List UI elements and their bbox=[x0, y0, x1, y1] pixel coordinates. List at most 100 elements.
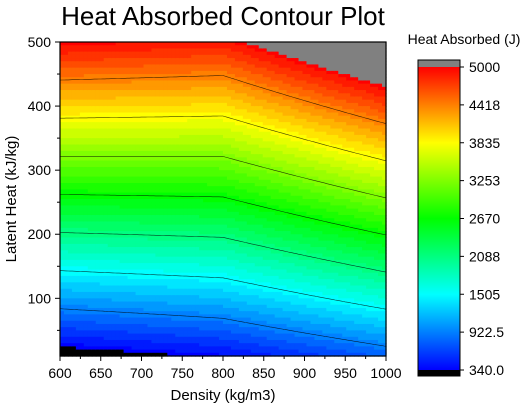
field-cell bbox=[211, 227, 216, 232]
field-cell bbox=[191, 272, 196, 277]
field-cell bbox=[79, 109, 85, 114]
field-cell bbox=[246, 227, 252, 232]
field-cell bbox=[95, 202, 101, 206]
field-cell bbox=[111, 51, 117, 56]
field-cell bbox=[147, 96, 153, 101]
field-cell bbox=[60, 211, 65, 216]
field-cell bbox=[155, 330, 160, 335]
field-cell bbox=[234, 67, 240, 72]
field-cell bbox=[139, 208, 145, 213]
field-cell bbox=[151, 54, 157, 59]
field-cell bbox=[167, 150, 172, 155]
field-cell bbox=[195, 163, 200, 168]
field-cell bbox=[155, 106, 160, 110]
field-cell bbox=[219, 170, 224, 174]
field-cell bbox=[254, 352, 260, 357]
field-cell bbox=[75, 295, 81, 299]
field-cell bbox=[75, 314, 81, 319]
field-cell bbox=[95, 320, 101, 325]
field-cell bbox=[246, 263, 252, 267]
field-cell bbox=[242, 234, 248, 239]
field-cell bbox=[123, 250, 129, 255]
field-cell bbox=[99, 138, 105, 142]
field-cell bbox=[119, 163, 125, 168]
field-cell bbox=[131, 323, 137, 328]
field-cell bbox=[159, 311, 164, 315]
field-cell bbox=[258, 61, 264, 66]
field-cell bbox=[199, 144, 204, 149]
field-cell bbox=[99, 218, 105, 223]
field-cell bbox=[127, 199, 133, 203]
field-cell bbox=[238, 109, 244, 114]
field-cell bbox=[191, 330, 196, 335]
field-cell bbox=[111, 99, 117, 104]
field-cell bbox=[191, 93, 196, 98]
field-cell bbox=[71, 282, 77, 287]
field-cell bbox=[75, 109, 81, 114]
field-cell bbox=[199, 291, 204, 296]
field-cell bbox=[258, 128, 264, 133]
field-cell bbox=[111, 109, 117, 114]
field-cell bbox=[79, 275, 85, 280]
field-cell bbox=[183, 240, 188, 245]
field-cell bbox=[151, 269, 157, 274]
field-cell bbox=[127, 256, 133, 261]
field-cell bbox=[103, 208, 109, 213]
field-cell bbox=[107, 83, 113, 88]
field-cell bbox=[203, 186, 208, 190]
field-cell bbox=[103, 327, 109, 331]
field-cell bbox=[191, 269, 196, 274]
field-cell bbox=[95, 90, 101, 94]
field-cell bbox=[159, 279, 164, 283]
field-cell bbox=[71, 77, 77, 82]
field-cell bbox=[87, 67, 93, 72]
field-cell bbox=[60, 266, 65, 271]
field-cell bbox=[238, 215, 244, 219]
field-cell bbox=[242, 118, 248, 123]
field-cell bbox=[179, 48, 184, 53]
field-cell bbox=[230, 170, 236, 174]
field-cell bbox=[151, 346, 157, 351]
field-cell bbox=[115, 147, 121, 152]
field-cell bbox=[155, 234, 160, 239]
field-cell bbox=[171, 323, 176, 328]
field-cell bbox=[75, 320, 81, 325]
field-cell bbox=[91, 311, 97, 315]
field-cell bbox=[211, 61, 216, 66]
field-cell bbox=[238, 349, 244, 354]
field-cell bbox=[131, 138, 137, 142]
field-cell bbox=[234, 80, 240, 85]
field-cell bbox=[79, 234, 85, 239]
field-cell bbox=[119, 215, 125, 219]
field-cell bbox=[131, 272, 137, 277]
field-cell bbox=[147, 173, 153, 178]
field-cell bbox=[131, 215, 137, 219]
field-cell bbox=[135, 221, 141, 226]
field-cell bbox=[95, 259, 101, 264]
field-cell bbox=[226, 250, 232, 255]
field-cell bbox=[187, 58, 192, 62]
field-cell bbox=[195, 144, 200, 149]
field-cell bbox=[203, 227, 208, 232]
field-cell bbox=[123, 118, 129, 123]
field-cell bbox=[211, 106, 216, 110]
field-cell bbox=[119, 173, 125, 178]
field-cell bbox=[234, 208, 240, 213]
field-cell bbox=[119, 150, 125, 155]
field-cell bbox=[187, 202, 192, 206]
field-cell bbox=[103, 231, 109, 235]
field-cell bbox=[147, 224, 153, 229]
field-cell bbox=[258, 240, 264, 245]
field-cell bbox=[71, 195, 77, 200]
field-cell bbox=[151, 323, 157, 328]
field-cell bbox=[123, 307, 129, 312]
field-cell bbox=[191, 154, 196, 158]
field-cell bbox=[155, 237, 160, 242]
field-cell bbox=[131, 67, 137, 72]
field-cell bbox=[179, 317, 184, 322]
field-cell bbox=[123, 311, 129, 315]
field-cell bbox=[159, 83, 164, 88]
field-cell bbox=[63, 150, 69, 155]
field-cell bbox=[175, 279, 180, 283]
field-cell bbox=[238, 327, 244, 331]
